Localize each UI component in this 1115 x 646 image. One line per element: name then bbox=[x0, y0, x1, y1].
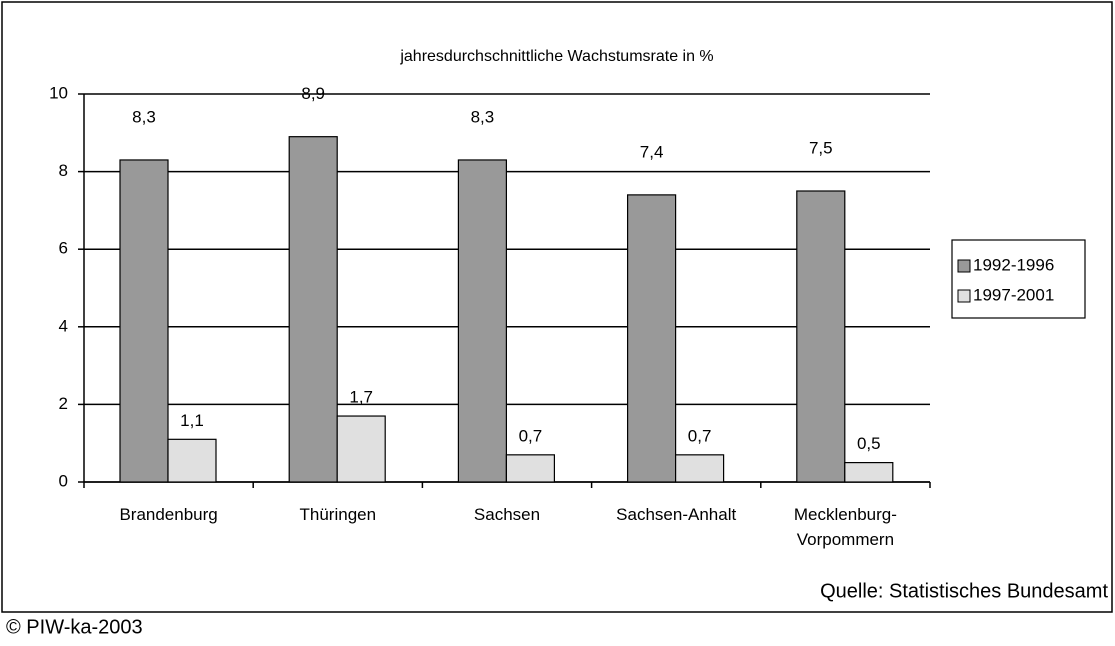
x-tick-label: Sachsen bbox=[474, 505, 540, 524]
data-label: 0,7 bbox=[519, 426, 543, 445]
bar bbox=[674, 454, 725, 483]
y-tick-label: 6 bbox=[59, 239, 68, 258]
bar bbox=[288, 136, 338, 483]
y-tick-label: 4 bbox=[59, 316, 68, 335]
data-label: 8,3 bbox=[471, 107, 495, 126]
y-tick-label: 8 bbox=[59, 161, 68, 180]
x-tick-label: Thüringen bbox=[300, 505, 377, 524]
bar bbox=[119, 159, 169, 483]
bar bbox=[844, 462, 894, 483]
bar bbox=[167, 438, 217, 483]
copyright: © PIW-ka-2003 bbox=[6, 616, 143, 638]
x-tick-label: Mecklenburg-Vorpommern bbox=[794, 505, 897, 549]
chart-title: jahresdurchschnittliche Wachstumsrate in… bbox=[399, 48, 713, 65]
legend-swatch bbox=[957, 259, 971, 273]
bar bbox=[505, 454, 555, 483]
data-label: 1,1 bbox=[180, 411, 204, 430]
bar bbox=[626, 194, 677, 483]
x-tick-label: Brandenburg bbox=[119, 505, 217, 524]
legend-swatch bbox=[957, 289, 971, 303]
data-label: 0,5 bbox=[857, 434, 881, 453]
y-tick-label: 2 bbox=[59, 394, 68, 413]
legend-label: 1997-2001 bbox=[973, 285, 1054, 304]
legend-box bbox=[951, 239, 1086, 319]
y-tick-label: 10 bbox=[49, 83, 68, 102]
data-label: 7,5 bbox=[809, 138, 833, 157]
y-tick-label: 0 bbox=[59, 471, 68, 490]
data-label: 0,7 bbox=[688, 426, 712, 445]
bar bbox=[796, 190, 846, 483]
data-label: 8,3 bbox=[132, 107, 156, 126]
bar bbox=[457, 159, 507, 483]
legend-label: 1992-1996 bbox=[973, 255, 1054, 274]
source: Quelle: Statistisches Bundesamt bbox=[820, 580, 1108, 602]
data-label: 8,9 bbox=[301, 84, 325, 103]
data-label: 7,4 bbox=[640, 142, 664, 161]
bar bbox=[336, 415, 386, 483]
frame bbox=[1, 1, 1113, 613]
x-tick-label: Sachsen-Anhalt bbox=[616, 505, 736, 524]
data-label: 1,7 bbox=[349, 388, 373, 407]
